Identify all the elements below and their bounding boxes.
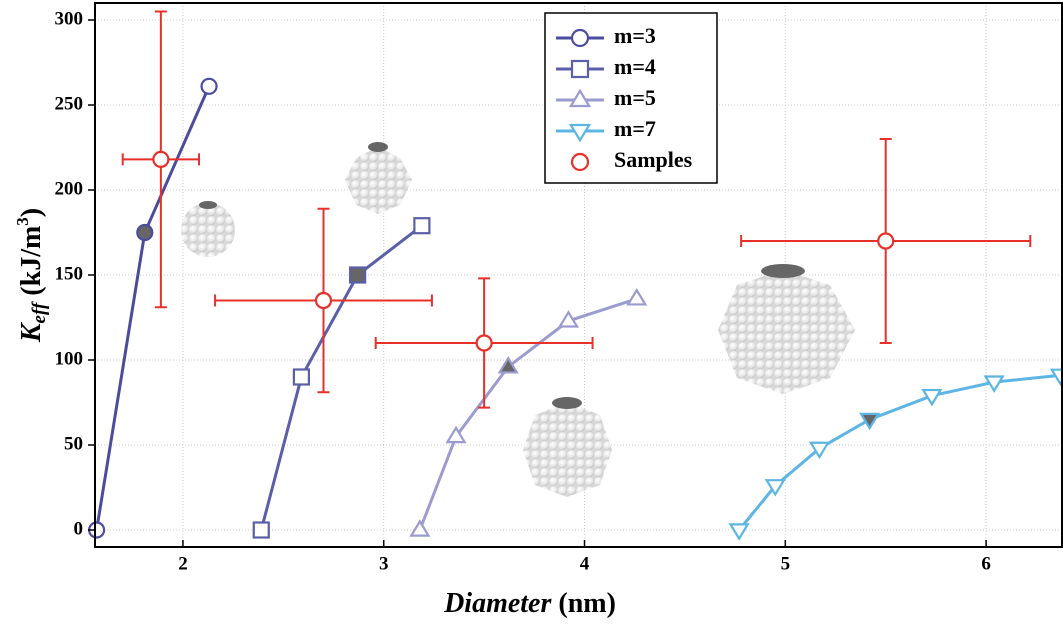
y-tick-label: 100 — [55, 348, 84, 369]
marker — [859, 412, 881, 431]
series-line — [737, 373, 1061, 531]
legend: m=3 m=4 m=5 m=7 Samples — [544, 12, 718, 184]
x-label-unit: (nm) — [551, 588, 616, 619]
marker — [568, 88, 592, 108]
y-tick-label: 50 — [64, 433, 83, 454]
x-tick-label: 2 — [178, 553, 188, 574]
cluster-medium — [345, 142, 412, 214]
legend-label: Samples — [614, 147, 693, 172]
marker — [413, 217, 431, 235]
marker — [314, 291, 333, 310]
y-label-close: ) — [16, 208, 47, 217]
plot-area — [88, 10, 1063, 541]
marker — [1049, 368, 1063, 387]
marker — [570, 28, 590, 48]
marker — [409, 519, 431, 537]
marker — [570, 152, 590, 172]
y-tick-label: 300 — [55, 8, 84, 29]
x-axis-label: Diameter (nm) — [443, 588, 616, 619]
y-tick-label: 0 — [74, 518, 84, 539]
marker — [728, 523, 750, 541]
legend-label: m=3 — [614, 23, 656, 48]
x-tick-label: 4 — [580, 553, 590, 574]
marker — [200, 77, 218, 95]
marker — [921, 388, 943, 407]
marker — [764, 479, 786, 497]
y-label-sup: 3 — [13, 217, 32, 226]
marker — [877, 232, 895, 250]
marker — [445, 425, 467, 444]
marker — [475, 334, 493, 352]
marker — [349, 266, 367, 284]
cluster-small — [181, 201, 235, 257]
marker — [136, 223, 154, 242]
cluster-largest — [718, 264, 855, 394]
cluster-images — [181, 142, 855, 497]
x-tick-label: 6 — [981, 553, 991, 574]
y-label-unit: (kJ/m — [16, 226, 47, 303]
marker — [557, 310, 580, 328]
y-axis-label: Keff (kJ/m3) — [13, 208, 50, 343]
y-label-sub: eff — [29, 301, 50, 323]
y-tick-label: 250 — [55, 93, 84, 114]
legend-label: m=7 — [614, 116, 656, 141]
marker — [152, 150, 170, 168]
marker — [808, 441, 831, 460]
marker — [626, 288, 648, 306]
marker — [497, 356, 519, 374]
x-tick-label: 5 — [781, 553, 791, 574]
cluster-large — [523, 397, 612, 497]
marker — [570, 59, 590, 79]
x-tick-label: 3 — [379, 553, 389, 574]
marker — [292, 368, 311, 386]
y-tick-label: 200 — [55, 178, 84, 199]
legend-label: m=4 — [614, 54, 656, 79]
marker — [983, 375, 1005, 393]
legend-label: m=5 — [614, 85, 656, 110]
marker — [568, 123, 592, 143]
series-line — [95, 85, 211, 531]
x-label-main: Diameter — [443, 588, 552, 619]
y-label-main: K — [16, 321, 47, 343]
marker — [252, 521, 270, 539]
y-tick-label: 150 — [55, 263, 84, 284]
series-line — [259, 224, 423, 531]
series-line — [418, 297, 638, 531]
